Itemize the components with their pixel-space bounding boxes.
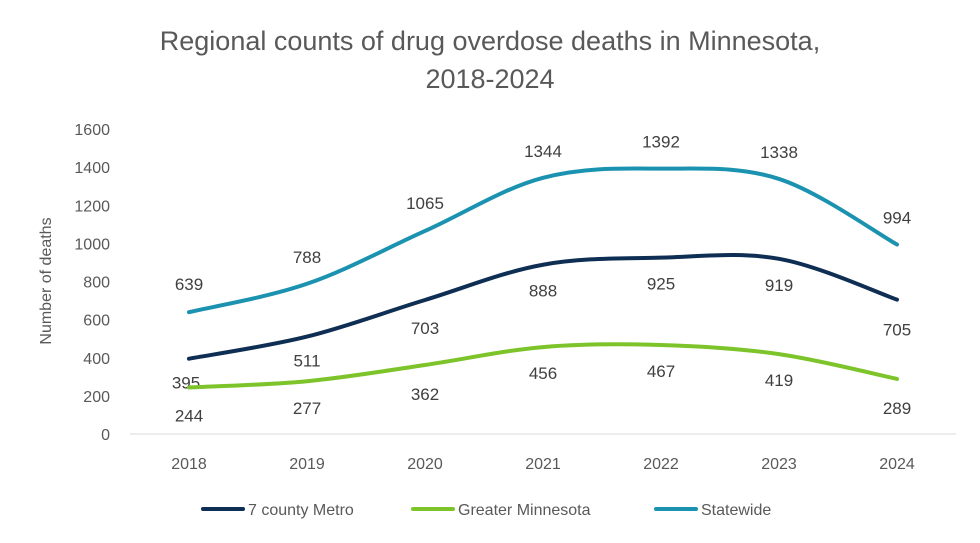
y-tick-label: 1600 bbox=[74, 122, 110, 139]
x-tick-label: 2018 bbox=[171, 456, 207, 473]
y-axis-label: Number of deaths bbox=[38, 217, 55, 344]
x-tick-label: 2024 bbox=[879, 456, 915, 473]
data-label: 1065 bbox=[406, 194, 444, 213]
y-tick-label: 200 bbox=[83, 389, 110, 406]
chart-title-line2: 2018-2024 bbox=[425, 64, 555, 94]
data-label: 467 bbox=[647, 362, 675, 381]
data-label: 639 bbox=[175, 275, 203, 294]
x-tick-label: 2023 bbox=[761, 456, 797, 473]
y-tick-label: 0 bbox=[101, 427, 110, 444]
data-label: 888 bbox=[529, 282, 557, 301]
x-tick-label: 2022 bbox=[643, 456, 679, 473]
data-label: 395 bbox=[172, 374, 200, 393]
data-label: 456 bbox=[529, 364, 557, 383]
data-label: 1344 bbox=[524, 142, 562, 161]
series-line-1 bbox=[187, 342, 899, 390]
data-label: 1392 bbox=[642, 133, 680, 152]
data-label: 419 bbox=[765, 371, 793, 390]
y-tick-label: 400 bbox=[83, 351, 110, 368]
data-label: 919 bbox=[765, 276, 793, 295]
data-label: 1338 bbox=[760, 143, 798, 162]
series-line-2 bbox=[187, 166, 899, 315]
data-label: 925 bbox=[647, 275, 675, 294]
data-label: 703 bbox=[411, 319, 439, 338]
data-label: 362 bbox=[411, 385, 439, 404]
data-label: 994 bbox=[883, 209, 911, 228]
legend-label: Greater Minnesota bbox=[458, 502, 591, 519]
y-tick-label: 1200 bbox=[74, 198, 110, 215]
data-label: 289 bbox=[883, 399, 911, 418]
y-tick-label: 600 bbox=[83, 313, 110, 330]
series-line-0 bbox=[187, 253, 899, 361]
data-label: 511 bbox=[293, 352, 320, 371]
legend-label: Statewide bbox=[701, 502, 771, 519]
x-tick-label: 2019 bbox=[289, 456, 325, 473]
data-label: 277 bbox=[293, 399, 321, 418]
y-tick-label: 1400 bbox=[74, 160, 110, 177]
data-label: 788 bbox=[293, 248, 321, 267]
x-tick-label: 2021 bbox=[525, 456, 561, 473]
legend-label: 7 county Metro bbox=[248, 502, 354, 519]
data-label: 705 bbox=[883, 321, 911, 340]
y-tick-label: 1000 bbox=[74, 236, 110, 253]
y-tick-label: 800 bbox=[83, 275, 110, 292]
chart-title-line1: Regional counts of drug overdose deaths … bbox=[159, 26, 821, 56]
x-tick-label: 2020 bbox=[407, 456, 443, 473]
chart-title: Regional counts of drug overdose deaths … bbox=[0, 22, 980, 98]
data-label: 244 bbox=[175, 406, 203, 425]
